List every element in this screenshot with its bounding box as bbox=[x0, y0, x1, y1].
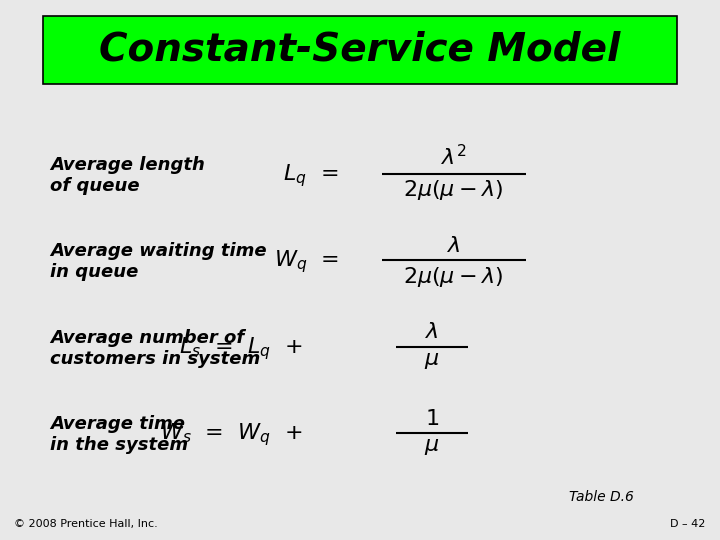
Text: Average time
in the system: Average time in the system bbox=[50, 415, 189, 454]
Text: $2\mu(\mu - \lambda)$: $2\mu(\mu - \lambda)$ bbox=[403, 178, 504, 202]
Text: $\lambda$: $\lambda$ bbox=[446, 236, 461, 256]
Text: $\mu$: $\mu$ bbox=[424, 351, 440, 371]
Text: D – 42: D – 42 bbox=[670, 519, 706, 529]
Text: $\lambda$: $\lambda$ bbox=[425, 322, 439, 342]
Text: $1$: $1$ bbox=[425, 409, 439, 429]
Text: Average waiting time
in queue: Average waiting time in queue bbox=[50, 242, 267, 281]
Text: Average number of
customers in system: Average number of customers in system bbox=[50, 329, 261, 368]
Text: $L_s$  =  $L_q$  +: $L_s$ = $L_q$ + bbox=[179, 335, 302, 362]
Text: $2\mu(\mu - \lambda)$: $2\mu(\mu - \lambda)$ bbox=[403, 265, 504, 288]
Text: © 2008 Prentice Hall, Inc.: © 2008 Prentice Hall, Inc. bbox=[14, 519, 158, 529]
Text: $\lambda^2$: $\lambda^2$ bbox=[441, 144, 467, 170]
Text: $W_q$  =: $W_q$ = bbox=[274, 248, 338, 275]
FancyBboxPatch shape bbox=[43, 16, 677, 84]
Text: $L_q$  =: $L_q$ = bbox=[283, 162, 338, 189]
Text: $\mu$: $\mu$ bbox=[424, 437, 440, 457]
Text: Table D.6: Table D.6 bbox=[569, 490, 634, 504]
Text: $W_s$  =  $W_q$  +: $W_s$ = $W_q$ + bbox=[160, 421, 302, 448]
Text: Average length
of queue: Average length of queue bbox=[50, 156, 205, 195]
Text: Constant-Service Model: Constant-Service Model bbox=[99, 31, 621, 69]
